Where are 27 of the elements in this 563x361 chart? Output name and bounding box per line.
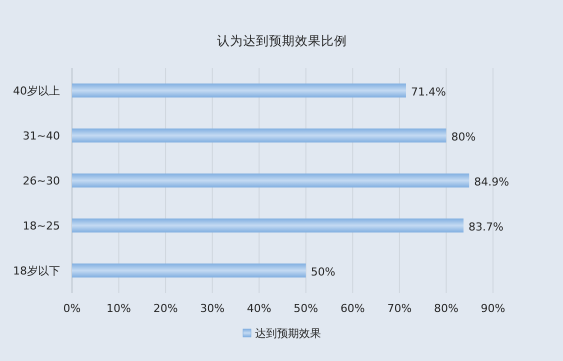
x-tick-label: 50% <box>294 302 318 315</box>
x-tick-label: 40% <box>246 302 272 315</box>
y-tick-label: 31~40 <box>22 130 60 142</box>
data-label: 50% <box>310 266 336 278</box>
y-tick-label: 18~25 <box>22 220 60 232</box>
y-tick-label: 26~30 <box>22 174 60 188</box>
bar <box>72 174 470 188</box>
data-label: 80% <box>451 130 476 144</box>
chart-title: 认为达到预期效果比例 <box>217 33 347 48</box>
bar <box>72 264 306 278</box>
bar <box>72 84 406 98</box>
legend-label: 达到预期效果 <box>255 327 321 340</box>
data-label: 83.7% <box>468 220 504 234</box>
bar <box>72 128 446 142</box>
y-tick-label: 18岁以下 <box>13 264 60 278</box>
x-tick-label: 10% <box>106 302 132 315</box>
data-label: 84.9% <box>474 176 510 188</box>
bar <box>72 218 464 232</box>
x-tick-label: 30% <box>200 302 225 315</box>
x-tick-label: 80% <box>434 302 458 315</box>
x-tick-label: 0% <box>63 302 81 315</box>
x-tick-label: 20% <box>153 302 178 315</box>
data-label: 71.4% <box>410 86 446 98</box>
x-tick-label: 70% <box>387 302 412 315</box>
x-tick-label: 90% <box>480 302 506 315</box>
y-tick-label: 40岁以上 <box>13 84 60 98</box>
x-tick-label: 60% <box>340 302 365 315</box>
